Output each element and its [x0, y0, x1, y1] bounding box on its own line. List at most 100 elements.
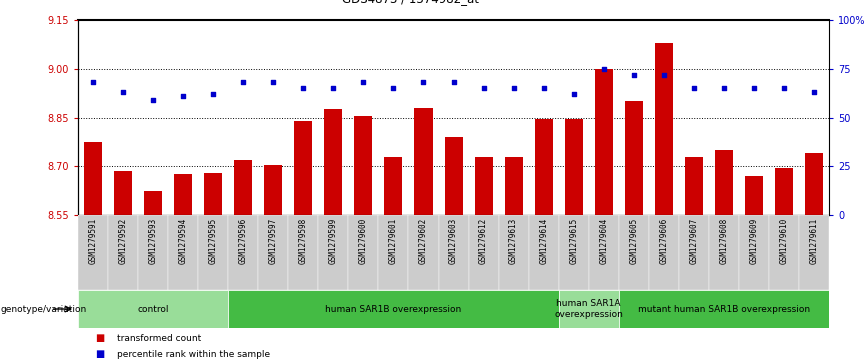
Text: GSM1279610: GSM1279610: [779, 217, 788, 264]
Bar: [715, 150, 733, 215]
Bar: [498, 215, 529, 290]
Bar: [475, 156, 492, 215]
Text: human SAR1B overexpression: human SAR1B overexpression: [326, 305, 462, 314]
Bar: [619, 215, 648, 290]
Point: [687, 85, 700, 91]
Text: ■: ■: [95, 349, 105, 359]
Text: GSM1279595: GSM1279595: [209, 217, 218, 264]
Bar: [648, 215, 679, 290]
Bar: [348, 215, 378, 290]
Text: GSM1279601: GSM1279601: [389, 217, 398, 264]
Bar: [565, 119, 582, 215]
Text: ■: ■: [95, 334, 105, 343]
Text: GSM1279612: GSM1279612: [479, 217, 488, 264]
Text: GSM1279596: GSM1279596: [239, 217, 247, 264]
Bar: [739, 215, 769, 290]
Text: GSM1279605: GSM1279605: [629, 217, 638, 264]
Bar: [589, 215, 619, 290]
Text: mutant human SAR1B overexpression: mutant human SAR1B overexpression: [638, 305, 810, 314]
Point: [236, 79, 250, 85]
Bar: [378, 215, 409, 290]
Text: GSM1279615: GSM1279615: [569, 217, 578, 264]
Point: [417, 79, 431, 85]
Point: [657, 72, 671, 78]
Point: [746, 85, 760, 91]
Bar: [805, 153, 823, 215]
Point: [567, 91, 581, 97]
Point: [326, 85, 340, 91]
Text: GSM1279591: GSM1279591: [89, 217, 97, 264]
Bar: [144, 191, 162, 215]
Text: GDS4873 / 1374982_at: GDS4873 / 1374982_at: [342, 0, 478, 5]
Bar: [259, 215, 288, 290]
Bar: [625, 101, 642, 215]
Text: GSM1279598: GSM1279598: [299, 217, 308, 264]
Point: [146, 97, 160, 103]
Text: GSM1279600: GSM1279600: [359, 217, 368, 264]
Bar: [108, 215, 138, 290]
Text: GSM1279606: GSM1279606: [660, 217, 668, 264]
Point: [386, 85, 400, 91]
Bar: [444, 137, 463, 215]
Bar: [288, 215, 319, 290]
Point: [777, 85, 791, 91]
Text: human SAR1A
overexpression: human SAR1A overexpression: [555, 299, 623, 319]
Bar: [265, 165, 282, 215]
Point: [627, 72, 641, 78]
Point: [296, 85, 310, 91]
Point: [446, 79, 460, 85]
Bar: [679, 215, 709, 290]
Text: GSM1279597: GSM1279597: [269, 217, 278, 264]
Text: GSM1279611: GSM1279611: [810, 217, 819, 264]
Bar: [685, 156, 703, 215]
Bar: [799, 215, 829, 290]
Bar: [469, 215, 498, 290]
Bar: [775, 168, 792, 215]
Bar: [595, 69, 613, 215]
Bar: [619, 290, 829, 328]
Point: [207, 91, 220, 97]
Bar: [174, 174, 192, 215]
Text: GSM1279604: GSM1279604: [599, 217, 608, 264]
Bar: [168, 215, 198, 290]
Text: GSM1279599: GSM1279599: [329, 217, 338, 264]
Bar: [138, 215, 168, 290]
Bar: [709, 215, 739, 290]
Bar: [415, 108, 432, 215]
Bar: [78, 290, 228, 328]
Bar: [319, 215, 348, 290]
Bar: [115, 171, 132, 215]
Bar: [354, 116, 372, 215]
Bar: [409, 215, 438, 290]
Text: GSM1279613: GSM1279613: [510, 217, 518, 264]
Text: GSM1279607: GSM1279607: [689, 217, 698, 264]
Bar: [228, 215, 259, 290]
Point: [507, 85, 521, 91]
Bar: [294, 121, 312, 215]
Point: [357, 79, 371, 85]
Bar: [385, 156, 403, 215]
Text: GSM1279608: GSM1279608: [720, 217, 728, 264]
Text: GSM1279603: GSM1279603: [449, 217, 458, 264]
Bar: [84, 142, 102, 215]
Point: [477, 85, 490, 91]
Text: control: control: [137, 305, 169, 314]
Bar: [325, 109, 342, 215]
Bar: [198, 215, 228, 290]
Bar: [504, 156, 523, 215]
Bar: [204, 173, 222, 215]
Bar: [234, 160, 253, 215]
Text: GSM1279614: GSM1279614: [539, 217, 548, 264]
Text: GSM1279594: GSM1279594: [179, 217, 187, 264]
Text: genotype/variation: genotype/variation: [1, 305, 87, 314]
Bar: [654, 43, 673, 215]
Bar: [559, 215, 589, 290]
Text: percentile rank within the sample: percentile rank within the sample: [117, 350, 270, 359]
Point: [536, 85, 550, 91]
Bar: [559, 290, 619, 328]
Bar: [228, 290, 559, 328]
Text: GSM1279593: GSM1279593: [148, 217, 158, 264]
Point: [86, 79, 100, 85]
Point: [597, 66, 611, 72]
Bar: [529, 215, 559, 290]
